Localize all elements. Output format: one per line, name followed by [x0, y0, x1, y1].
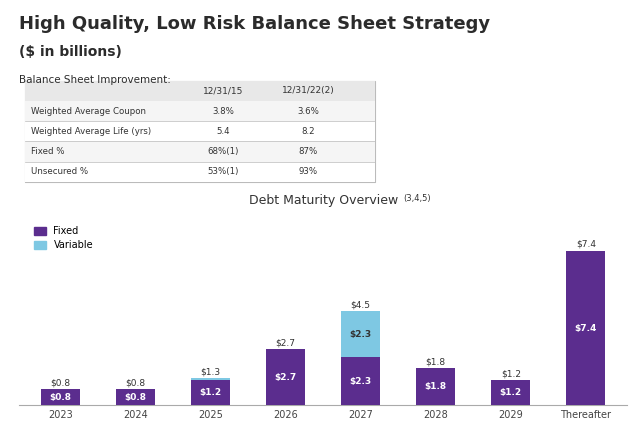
Text: Fixed %: Fixed % [31, 147, 65, 156]
Text: $2.3: $2.3 [349, 377, 372, 386]
Text: 3.8%: 3.8% [212, 106, 234, 116]
Text: $7.4: $7.4 [576, 240, 596, 249]
Text: (3,4,5): (3,4,5) [404, 194, 431, 203]
Text: 5.4: 5.4 [216, 127, 230, 136]
Bar [116, 389, 155, 405]
Bar [41, 389, 80, 405]
Text: 68%(1): 68%(1) [207, 147, 239, 156]
Text: 93%: 93% [298, 167, 317, 176]
Text: 53%(1): 53%(1) [207, 167, 239, 176]
Text: $2.7: $2.7 [276, 338, 296, 347]
Text: $0.8: $0.8 [49, 392, 72, 402]
Bar [566, 251, 605, 405]
Bar [341, 311, 380, 358]
Text: $1.2: $1.2 [501, 370, 521, 379]
Text: $2.3: $2.3 [349, 330, 372, 339]
Text: $1.8: $1.8 [425, 382, 447, 391]
Text: Balance Sheet Improvement:: Balance Sheet Improvement: [19, 75, 171, 85]
Bar [416, 368, 455, 405]
Bar [341, 358, 380, 405]
Text: 12/31/22(2): 12/31/22(2) [282, 86, 334, 95]
Bar [26, 81, 375, 101]
Bar [191, 380, 230, 405]
Text: $0.8: $0.8 [51, 378, 70, 387]
Text: $7.4: $7.4 [575, 324, 597, 333]
Text: $1.8: $1.8 [426, 357, 446, 366]
Text: Unsecured %: Unsecured % [31, 167, 88, 176]
Text: High Quality, Low Risk Balance Sheet Strategy: High Quality, Low Risk Balance Sheet Str… [19, 15, 490, 33]
Bar [26, 141, 375, 162]
Bar [26, 121, 375, 141]
Legend: Fixed, Variable: Fixed, Variable [30, 222, 97, 254]
Bar [191, 378, 230, 380]
Text: Weighted Average Coupon: Weighted Average Coupon [31, 106, 147, 116]
Text: $2.7: $2.7 [275, 373, 297, 382]
Text: $1.2: $1.2 [200, 388, 221, 398]
Text: $0.8: $0.8 [125, 378, 146, 387]
Text: $4.5: $4.5 [351, 300, 371, 310]
Bar [26, 162, 375, 182]
Text: 8.2: 8.2 [301, 127, 315, 136]
Text: $1.2: $1.2 [500, 388, 522, 398]
Bar [26, 81, 375, 182]
Text: 87%: 87% [298, 147, 317, 156]
Text: 3.6%: 3.6% [297, 106, 319, 116]
Text: Debt Maturity Overview: Debt Maturity Overview [248, 194, 398, 207]
Text: ($ in billions): ($ in billions) [19, 45, 122, 59]
Bar [492, 380, 531, 405]
Text: $1.3: $1.3 [200, 368, 221, 377]
Text: Weighted Average Life (yrs): Weighted Average Life (yrs) [31, 127, 152, 136]
Text: 12/31/15: 12/31/15 [203, 86, 243, 95]
Bar [266, 349, 305, 405]
Bar [26, 101, 375, 121]
Text: $0.8: $0.8 [125, 392, 147, 402]
